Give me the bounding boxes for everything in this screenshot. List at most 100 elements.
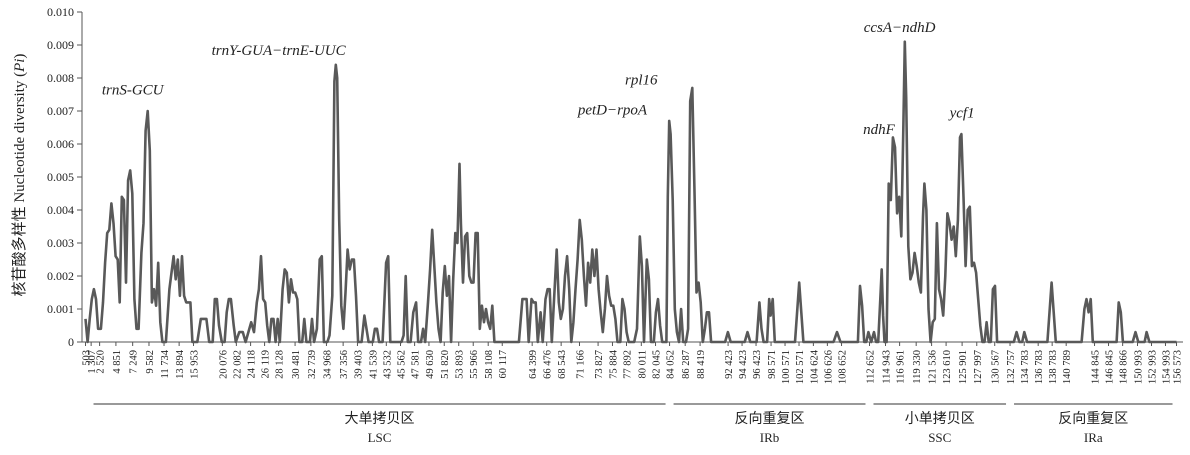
x-tick-label: 43 532: [382, 350, 393, 379]
x-tick-label: 144 845: [1091, 350, 1102, 384]
x-tick-label: 7 249: [129, 350, 140, 374]
x-tick-label: 60 117: [498, 350, 509, 379]
x-tick-label: 140 789: [1062, 350, 1073, 384]
region-label-en: SSC: [928, 430, 951, 445]
x-tick-label: 11 734: [160, 349, 171, 378]
x-tick-label: 138 783: [1048, 350, 1059, 384]
x-tick-label: 86 287: [681, 350, 692, 379]
x-tick-label: 58 108: [484, 350, 495, 379]
x-tick-label: 66 476: [543, 350, 554, 379]
x-tick-label: 82 045: [652, 350, 663, 379]
x-tick-label: 116 961: [896, 350, 907, 384]
x-tick-label: 156 573: [1173, 350, 1184, 384]
y-tick-label: 0.009: [47, 38, 74, 52]
y-axis-label-part: ): [12, 54, 28, 59]
x-tick-label: 77 892: [623, 350, 634, 379]
x-tick-label: 136 783: [1034, 350, 1045, 384]
gene-annotation: rpl16: [625, 73, 658, 89]
region-label-en: LSC: [368, 430, 392, 445]
x-tick-label: 53 893: [455, 350, 466, 379]
x-tick-label: 127 997: [973, 350, 984, 384]
x-tick-label: 32 739: [307, 350, 318, 379]
x-tick-label: 55 966: [469, 350, 480, 379]
gene-annotations: trnS-GCU trnY-GUA−trnE-UUC petD−rpoA rpl16 n…: [102, 20, 975, 138]
x-tick-label: 80 011: [637, 350, 648, 379]
gene-annotation: trnY-GUA−trnE-UUC: [212, 43, 347, 59]
x-tick-label: 152 993: [1147, 350, 1158, 384]
x-tick-label: 1 307: [87, 350, 98, 374]
x-tick-label: 47 581: [411, 350, 422, 379]
x-tick-label: 150 993: [1134, 350, 1145, 384]
y-tick-label: 0: [68, 335, 74, 349]
x-tick-label: 20 076: [218, 350, 229, 379]
x-tick-label: 75 884: [608, 349, 619, 379]
y-axis-label-part: Pi: [12, 59, 28, 73]
y-tick-label: 0.001: [47, 302, 74, 316]
x-tick-label: 26 119: [261, 350, 272, 379]
x-tick-label: 98 571: [767, 350, 778, 379]
gene-annotation: ndhF: [863, 122, 896, 138]
genome-regions: 大单拷贝区 LSC 反向重复区 IRb 小单拷贝区 SSC 反向重复区 IRa: [93, 403, 1173, 445]
x-tick-label: 39 403: [353, 350, 364, 379]
x-tick-label: 102 571: [795, 350, 806, 384]
y-tick-label: 0.002: [47, 269, 74, 283]
y-tick-label: 0.003: [47, 236, 74, 250]
series-area: [84, 40, 1177, 344]
x-tick-label: 119 330: [912, 350, 923, 384]
y-tick-label: 0.007: [47, 104, 74, 118]
y-tick-label: 0.008: [47, 71, 74, 85]
x-tick-label: 34 968: [322, 350, 333, 379]
region-label-en: IRb: [760, 430, 780, 445]
x-tick-label: 96 423: [752, 350, 763, 379]
x-tick-label: 134 783: [1020, 350, 1031, 384]
x-tick-label: 68 543: [557, 350, 568, 379]
x-tick-label: 71 166: [575, 350, 586, 379]
region-label-en: IRa: [1084, 430, 1103, 445]
x-tick-label: 154 993: [1161, 350, 1172, 384]
x-tick-label: 30 481: [291, 350, 302, 379]
x-tick-label: 73 827: [594, 350, 605, 379]
gene-annotation: ccsA−ndhD: [864, 20, 936, 36]
region-label-cn: 反向重复区: [735, 410, 805, 427]
x-tick-label: 88 419: [696, 350, 707, 379]
x-tick-label: 121 536: [928, 350, 939, 384]
x-tick-label: 2 520: [96, 350, 107, 374]
x-tick-label: 112 652: [865, 350, 876, 384]
gene-annotation: ycf1: [948, 106, 975, 122]
y-tick-label: 0.005: [47, 170, 74, 184]
x-tick-label: 104 624: [809, 349, 820, 384]
y-axis: 0 0.001 0.002 0.003 0.004 0.005 0.006 0.007 0.00…: [47, 5, 83, 349]
x-tick-label: 123 610: [942, 350, 953, 384]
gene-annotation: trnS-GCU: [102, 83, 165, 99]
x-tick-label: 15 953: [190, 350, 201, 379]
x-tick-label: 106 626: [823, 350, 834, 384]
x-tick-label: 51 820: [440, 350, 451, 379]
y-axis-label-part: 核苷酸多样性 Nucleotide diversity (: [11, 72, 28, 297]
x-tick-label: 41 539: [368, 350, 379, 379]
y-axis-label: 核苷酸多样性 Nucleotide diversity (Pi): [11, 54, 28, 297]
x-tick-label: 64 399: [528, 350, 539, 379]
diversity-line: [84, 40, 1177, 344]
y-tick-label: 0.010: [47, 5, 74, 19]
x-tick-label: 4 851: [112, 350, 123, 374]
x-tick-label: 92 423: [724, 350, 735, 379]
x-tick-label: 28 128: [275, 350, 286, 379]
y-tick-label: 0.004: [47, 203, 74, 217]
x-tick-label: 84 052: [666, 350, 677, 379]
x-tick-label: 45 562: [397, 350, 408, 379]
x-tick-label: 503: [82, 350, 93, 366]
x-tick-label: 9 582: [145, 350, 156, 374]
x-tick-label: 24 118: [247, 350, 258, 379]
x-tick-label: 130 567: [991, 350, 1002, 384]
x-tick-label: 49 630: [425, 350, 436, 379]
x-tick-label: 22 082: [232, 350, 243, 379]
x-tick-label: 146 845: [1105, 350, 1116, 384]
region-label-cn: 小单拷贝区: [905, 411, 975, 427]
x-tick-label: 125 901: [958, 350, 969, 384]
y-tick-label: 0.006: [47, 137, 74, 151]
x-tick-label: 148 866: [1119, 350, 1130, 384]
x-tick-label: 94 423: [738, 350, 749, 379]
